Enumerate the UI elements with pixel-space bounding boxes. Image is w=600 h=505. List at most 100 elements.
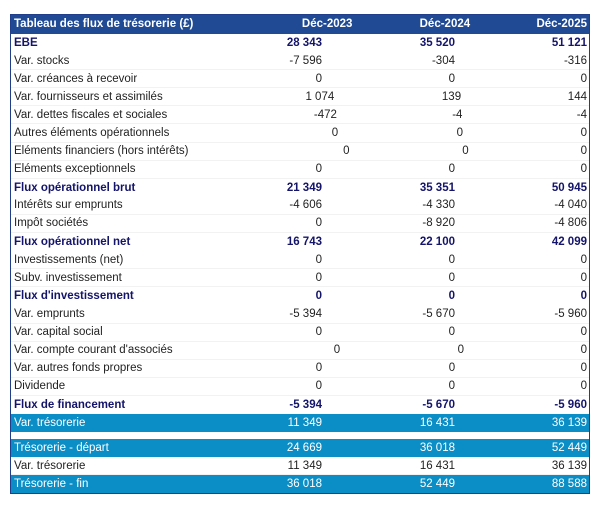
- row-value: 0: [315, 253, 322, 266]
- row-label: Trésorerie - fin: [14, 478, 89, 491]
- row-spacer: [11, 432, 589, 440]
- row-value: -472: [313, 108, 337, 121]
- row-value: 139: [441, 90, 462, 103]
- table-row: Eléments exceptionnels 0 0 0: [11, 161, 589, 179]
- row-value: -5 394: [289, 307, 322, 320]
- row-value: -4 806: [554, 217, 587, 230]
- table-row: Investissements (net) 0 0 0: [11, 251, 589, 270]
- row-value: 0: [315, 290, 322, 303]
- table-row: Intérêts sur emprunts -4 606 -4 330 -4 040: [11, 197, 589, 215]
- row-value: -5 670: [422, 398, 455, 411]
- row-value: -4 040: [554, 199, 587, 212]
- row-value: 0: [580, 72, 587, 85]
- row-value: -304: [431, 54, 455, 67]
- row-label: Var. trésorerie: [14, 416, 86, 429]
- row-value: 36 018: [286, 478, 322, 491]
- row-value: -5 960: [554, 307, 587, 320]
- column-header: Déc-2023: [301, 18, 353, 30]
- row-value: 16 743: [286, 236, 322, 249]
- table-row: Var. capital social 0 0 0: [11, 324, 589, 342]
- table-row: Flux d'investissement 0 0 0: [11, 287, 589, 305]
- row-label: Investissements (net): [14, 253, 124, 266]
- table-row: Subv. investissement 0 0 0: [11, 269, 589, 288]
- row-label: Flux d'investissement: [14, 290, 134, 303]
- row-value: 0: [331, 126, 339, 139]
- table-row: Var. trésorerie 11 349 16 431 36 139: [11, 413, 589, 433]
- row-label: Var. capital social: [14, 326, 103, 338]
- row-label: Flux opérationnel net: [14, 236, 131, 249]
- table-row: Trésorerie - fin 36 018 52 449 88 588: [11, 475, 589, 494]
- row-value: -4 330: [422, 199, 455, 212]
- row-label: Impôt sociétés: [14, 217, 89, 230]
- row-label: Flux opérationnel brut: [14, 181, 136, 194]
- row-value: -316: [563, 54, 587, 67]
- row-value: 0: [580, 290, 587, 303]
- row-value: 52 449: [419, 478, 455, 491]
- table-row: Flux opérationnel brut 21 349 35 351 50 945: [11, 179, 589, 197]
- row-label: Trésorerie - départ: [14, 442, 109, 455]
- row-value: -4 606: [289, 199, 322, 212]
- table-row: Dividende 0 0 0: [11, 378, 589, 396]
- row-label: Var. dettes fiscales et sociales: [14, 108, 168, 121]
- table-row: Var. créances à recevoir 0 0 0: [11, 70, 589, 89]
- row-value: -4: [576, 108, 588, 121]
- row-value: -5 960: [554, 398, 587, 411]
- row-label: Dividende: [14, 380, 66, 393]
- table-row: Eléments financiers (hors intérêts) 0 0 0: [11, 143, 589, 161]
- row-value: -7 596: [289, 54, 322, 67]
- row-label: Var. trésorerie: [14, 459, 86, 472]
- row-label: Eléments exceptionnels: [14, 163, 136, 176]
- column-header: Déc-2024: [419, 18, 471, 30]
- table-title: Tableau des flux de trésorerie (£): [14, 18, 194, 30]
- cash-flow-table: Tableau des flux de trésorerie (£) Déc-2…: [10, 14, 590, 495]
- row-value: 0: [462, 145, 469, 158]
- row-value: 36 139: [551, 459, 587, 472]
- row-label: Flux de financement: [14, 398, 126, 411]
- row-value: 0: [315, 326, 322, 338]
- row-label: EBE: [14, 37, 38, 49]
- row-label: Var. compte courant d'associés: [14, 344, 173, 357]
- row-label: Var. stocks: [14, 54, 70, 67]
- row-label: Eléments financiers (hors intérêts): [14, 145, 189, 158]
- row-value: 16 431: [419, 459, 455, 472]
- row-value: 88 588: [551, 478, 587, 491]
- table-row: Flux opérationnel net 16 743 22 100 42 099: [11, 233, 589, 251]
- row-value: 0: [315, 163, 322, 176]
- row-value: 0: [448, 362, 456, 375]
- table-row: Flux de financement -5 394 -5 670 -5 960: [11, 396, 589, 414]
- row-value: -4: [452, 108, 463, 121]
- table-row: Var. compte courant d'associés 0 0 0: [11, 342, 589, 360]
- row-value: 0: [457, 344, 465, 357]
- row-value: 0: [315, 380, 322, 393]
- row-value: 22 100: [419, 236, 455, 249]
- row-value: 0: [448, 290, 455, 303]
- table-row: Var. trésorerie 11 349 16 431 36 139: [11, 457, 589, 476]
- row-value: 36 139: [551, 416, 587, 429]
- row-value: 0: [448, 271, 455, 284]
- row-value: 0: [580, 271, 587, 284]
- row-value: -5 670: [422, 307, 455, 320]
- table-row: Impôt sociétés 0 -8 920 -4 806: [11, 215, 589, 234]
- row-value: 0: [448, 380, 455, 393]
- table-row: Trésorerie - départ 24 669 36 018 52 449: [11, 439, 589, 458]
- table-row: EBE 28 343 35 520 51 121: [11, 34, 589, 52]
- row-value: 0: [448, 72, 455, 85]
- row-label: Var. créances à recevoir: [14, 72, 138, 85]
- row-value: 0: [580, 344, 587, 357]
- row-value: 52 449: [551, 442, 587, 455]
- row-value: 0: [315, 362, 323, 375]
- row-value: 0: [315, 217, 322, 230]
- row-value: 0: [580, 145, 587, 158]
- table-row: Autres éléments opérationnels 0 0 0: [11, 124, 589, 143]
- row-value: 144: [567, 90, 587, 103]
- row-value: 0: [580, 326, 587, 338]
- row-label: Intérêts sur emprunts: [14, 199, 123, 212]
- row-value: 28 343: [286, 37, 322, 49]
- row-value: 0: [315, 72, 322, 85]
- table-row: Var. stocks -7 596 -304 -316: [11, 52, 589, 71]
- column-header: Déc-2025: [536, 18, 587, 30]
- row-value: -5 394: [289, 398, 322, 411]
- row-value: 21 349: [286, 181, 322, 194]
- table-row: Var. fournisseurs et assimilés 1 074 139 14…: [11, 88, 589, 107]
- table-header: Tableau des flux de trésorerie (£) Déc-2…: [11, 15, 589, 34]
